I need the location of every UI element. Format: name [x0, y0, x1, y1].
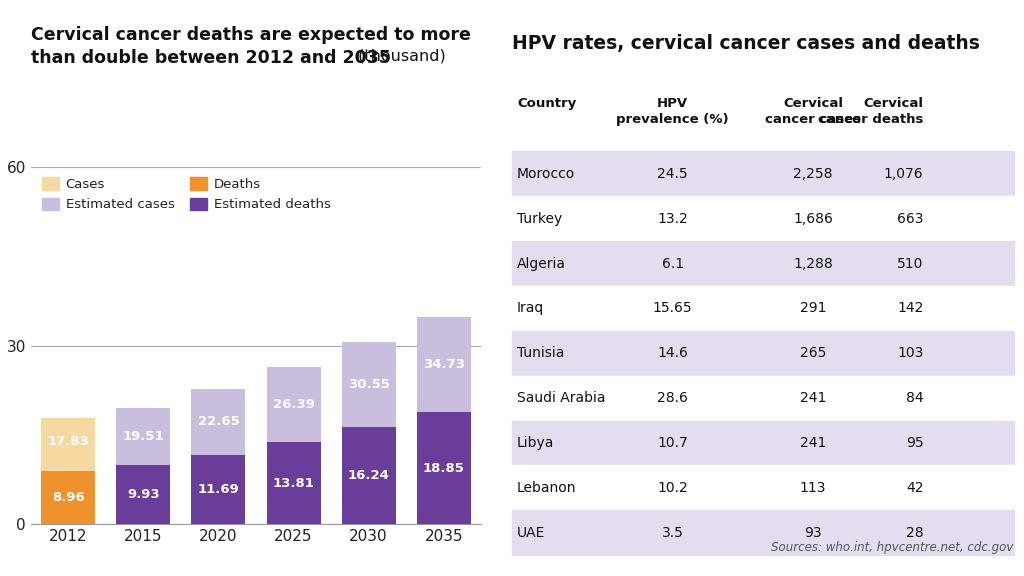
Legend: Cases, Estimated cases, Deaths, Estimated deaths: Cases, Estimated cases, Deaths, Estimate… — [42, 177, 331, 211]
Text: 241: 241 — [800, 391, 826, 405]
Text: Sources: who.int, hpvcentre.net, cdc.gov: Sources: who.int, hpvcentre.net, cdc.gov — [771, 540, 1014, 554]
Text: 291: 291 — [800, 301, 826, 316]
Text: Saudi Arabia: Saudi Arabia — [517, 391, 605, 405]
Bar — [342, 427, 395, 524]
Bar — [266, 442, 321, 524]
Text: 34.73: 34.73 — [423, 358, 465, 371]
Text: Turkey: Turkey — [517, 211, 562, 226]
Bar — [342, 342, 395, 524]
Text: Tunisia: Tunisia — [517, 346, 564, 360]
Text: than double between 2012 and 2035: than double between 2012 and 2035 — [31, 49, 390, 67]
Bar — [41, 418, 95, 524]
Bar — [41, 471, 95, 524]
Bar — [191, 389, 246, 524]
Text: Morocco: Morocco — [517, 167, 575, 181]
Bar — [512, 151, 1014, 196]
Bar — [512, 420, 1014, 465]
Bar — [266, 367, 321, 524]
Text: 9.93: 9.93 — [127, 488, 160, 501]
Bar — [191, 454, 246, 524]
Text: 22.65: 22.65 — [198, 415, 240, 429]
Text: 1,288: 1,288 — [794, 256, 833, 271]
Text: 6.1: 6.1 — [662, 256, 684, 271]
Bar — [512, 241, 1014, 286]
Text: 17.83: 17.83 — [47, 435, 89, 448]
Text: 14.6: 14.6 — [657, 346, 688, 360]
Text: 84: 84 — [906, 391, 924, 405]
Text: 11.69: 11.69 — [198, 483, 240, 496]
Text: Lebanon: Lebanon — [517, 481, 577, 495]
Text: Algeria: Algeria — [517, 256, 566, 271]
Text: HPV rates, cervical cancer cases and deaths: HPV rates, cervical cancer cases and dea… — [512, 34, 980, 52]
Text: 10.7: 10.7 — [657, 436, 688, 450]
Text: 18.85: 18.85 — [423, 461, 465, 475]
Text: 24.5: 24.5 — [657, 167, 688, 181]
Text: Iraq: Iraq — [517, 301, 545, 316]
Text: 13.2: 13.2 — [657, 211, 688, 226]
Bar — [512, 331, 1014, 376]
Bar — [417, 412, 471, 524]
Text: 30.55: 30.55 — [348, 378, 389, 392]
Text: 8.96: 8.96 — [52, 491, 85, 504]
Text: Libya: Libya — [517, 436, 554, 450]
Text: 142: 142 — [897, 301, 924, 316]
Text: 241: 241 — [800, 436, 826, 450]
Text: 15.65: 15.65 — [652, 301, 692, 316]
Text: 28: 28 — [906, 526, 924, 540]
Text: 16.24: 16.24 — [348, 469, 389, 482]
Text: 663: 663 — [897, 211, 924, 226]
Bar — [117, 465, 170, 524]
Bar — [512, 465, 1014, 510]
Text: Cervical
cancer cases: Cervical cancer cases — [765, 97, 861, 126]
Bar — [512, 286, 1014, 331]
Text: 2,258: 2,258 — [794, 167, 833, 181]
Bar — [117, 408, 170, 524]
Text: 93: 93 — [804, 526, 822, 540]
Text: 19.51: 19.51 — [123, 430, 164, 443]
Text: 113: 113 — [800, 481, 826, 495]
Text: 1,076: 1,076 — [884, 167, 924, 181]
Text: 42: 42 — [906, 481, 924, 495]
Text: 1,686: 1,686 — [794, 211, 833, 226]
Text: Country: Country — [517, 97, 577, 109]
Bar — [512, 510, 1014, 555]
Text: HPV
prevalence (%): HPV prevalence (%) — [616, 97, 729, 126]
Text: (thousand): (thousand) — [353, 49, 446, 64]
Text: Cervical
cancer deaths: Cervical cancer deaths — [818, 97, 924, 126]
Bar — [512, 196, 1014, 241]
Text: Cervical cancer deaths are expected to more: Cervical cancer deaths are expected to m… — [31, 26, 471, 44]
Text: 103: 103 — [897, 346, 924, 360]
Text: UAE: UAE — [517, 526, 546, 540]
Text: 265: 265 — [800, 346, 826, 360]
Bar — [512, 376, 1014, 420]
Bar — [417, 317, 471, 524]
Text: 3.5: 3.5 — [662, 526, 683, 540]
Text: 510: 510 — [897, 256, 924, 271]
Text: 26.39: 26.39 — [272, 398, 314, 411]
Text: 95: 95 — [906, 436, 924, 450]
Text: 13.81: 13.81 — [272, 476, 314, 490]
Text: 28.6: 28.6 — [657, 391, 688, 405]
Text: 10.2: 10.2 — [657, 481, 688, 495]
